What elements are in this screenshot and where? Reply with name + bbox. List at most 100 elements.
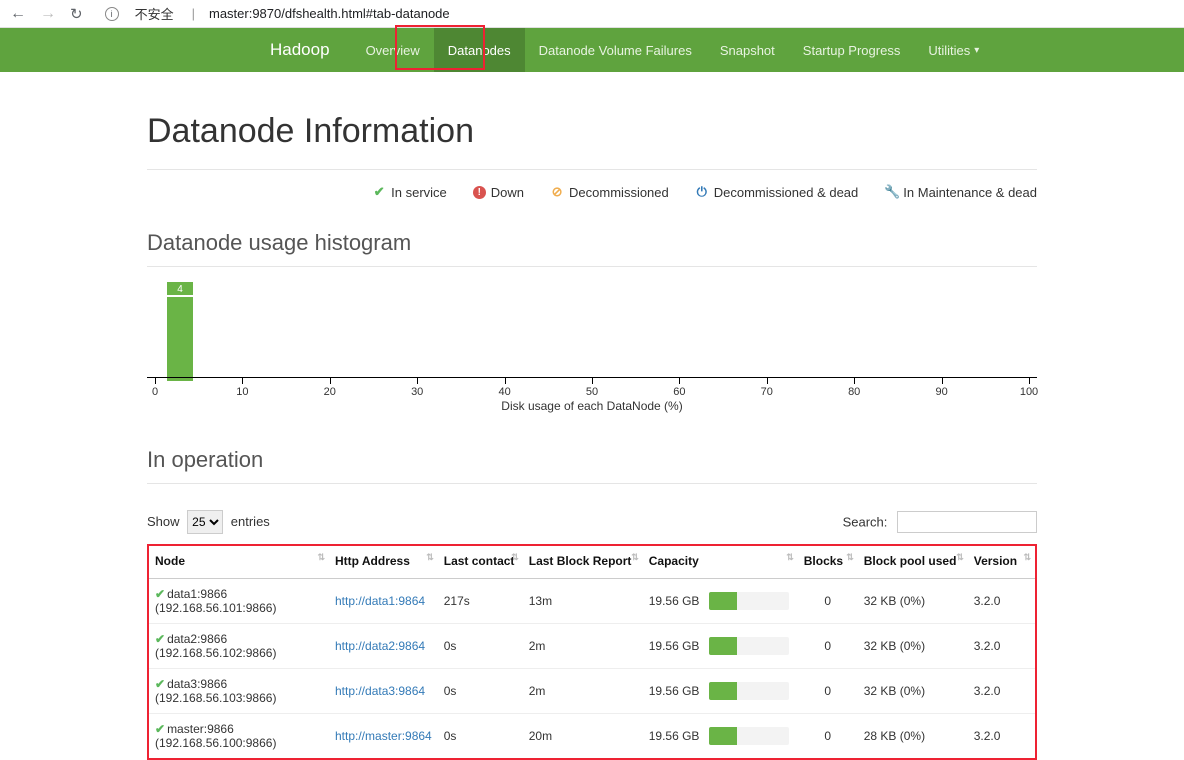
divider (147, 483, 1037, 484)
legend-down: !Down (473, 184, 524, 200)
cell-node: ✔data3:9866 (192.168.56.103:9866) (149, 669, 329, 714)
cell-http: http://master:9864 (329, 714, 438, 759)
x-axis-label: Disk usage of each DataNode (%) (147, 399, 1037, 413)
cell-version: 3.2.0 (968, 714, 1035, 759)
cell-capacity: 19.56 GB (643, 624, 798, 669)
cell-capacity: 19.56 GB (643, 579, 798, 624)
cell-capacity: 19.56 GB (643, 714, 798, 759)
cell-blocks: 0 (798, 669, 858, 714)
cell-last-report: 20m (523, 714, 643, 759)
table-controls: Show 25 entries Search: (147, 510, 1037, 534)
nav-overview[interactable]: Overview (352, 28, 434, 72)
browser-bar: ← → ↻ i 不安全 | master:9870/dfshealth.html… (0, 0, 1184, 28)
search-input[interactable] (897, 511, 1037, 533)
histogram-chart: 4 0102030405060708090100 Disk usage of e… (147, 283, 1037, 413)
cell-last-contact: 0s (438, 669, 523, 714)
http-link[interactable]: http://master:9864 (335, 729, 432, 743)
url-text: master:9870/dfshealth.html#tab-datanode (209, 6, 450, 21)
back-icon[interactable]: ← (10, 5, 26, 23)
cell-pool: 28 KB (0%) (858, 714, 968, 759)
http-link[interactable]: http://data3:9864 (335, 684, 425, 698)
show-label: Show (147, 514, 180, 529)
nav-utilities[interactable]: Utilities▾ (914, 28, 993, 72)
col-node[interactable]: Node⇅ (149, 546, 329, 579)
search-control: Search: (843, 511, 1037, 533)
cell-http: http://data3:9864 (329, 669, 438, 714)
cell-last-contact: 217s (438, 579, 523, 624)
decommissioned-icon: ⊘ (550, 184, 564, 200)
cell-last-report: 2m (523, 624, 643, 669)
histogram-bar (167, 297, 193, 381)
col-http[interactable]: Http Address⇅ (329, 546, 438, 579)
col-pool[interactable]: Block pool used⇅ (858, 546, 968, 579)
cell-last-report: 2m (523, 669, 643, 714)
page-title: Datanode Information (147, 112, 1037, 151)
cell-node: ✔master:9866 (192.168.56.100:9866) (149, 714, 329, 759)
check-icon: ✔ (155, 587, 165, 601)
nav-datanodes[interactable]: Datanodes (434, 28, 525, 72)
capacity-bar (709, 727, 789, 745)
cell-pool: 32 KB (0%) (858, 624, 968, 669)
capacity-bar (709, 682, 789, 700)
datanode-table-wrap: Node⇅ Http Address⇅ Last contact⇅ Last B… (147, 544, 1037, 760)
histogram-heading: Datanode usage histogram (147, 230, 1037, 256)
url-separator: | (192, 6, 195, 21)
capacity-bar (709, 592, 789, 610)
nav-startup-progress[interactable]: Startup Progress (789, 28, 915, 72)
col-capacity[interactable]: Capacity⇅ (643, 546, 798, 579)
nav-volume-failures[interactable]: Datanode Volume Failures (525, 28, 706, 72)
info-icon[interactable]: i (105, 7, 119, 21)
page-size-select[interactable]: 25 (187, 510, 223, 534)
check-icon: ✔ (372, 184, 386, 200)
datanode-table: Node⇅ Http Address⇅ Last contact⇅ Last B… (149, 546, 1035, 758)
legend-decommissioned-dead: ⏻Decommissioned & dead (695, 184, 859, 200)
col-version[interactable]: Version⇅ (968, 546, 1035, 579)
legend-maintenance-dead: 🔧In Maintenance & dead (884, 184, 1037, 200)
table-row: ✔master:9866 (192.168.56.100:9866) http:/… (149, 714, 1035, 759)
http-link[interactable]: http://data1:9864 (335, 594, 425, 608)
cell-last-contact: 0s (438, 714, 523, 759)
cell-blocks: 0 (798, 714, 858, 759)
cell-blocks: 0 (798, 579, 858, 624)
chevron-down-icon: ▾ (974, 45, 979, 56)
cell-capacity: 19.56 GB (643, 669, 798, 714)
http-link[interactable]: http://data2:9864 (335, 639, 425, 653)
table-row: ✔data1:9866 (192.168.56.101:9866) http://… (149, 579, 1035, 624)
x-axis: 0102030405060708090100 (147, 377, 1037, 383)
divider (147, 266, 1037, 267)
brand[interactable]: Hadoop (270, 40, 330, 60)
col-blocks[interactable]: Blocks⇅ (798, 546, 858, 579)
capacity-bar (709, 637, 789, 655)
cell-version: 3.2.0 (968, 669, 1035, 714)
cell-version: 3.2.0 (968, 579, 1035, 624)
divider (147, 169, 1037, 170)
main-container: Datanode Information ✔In service !Down ⊘… (147, 72, 1037, 760)
forward-icon[interactable]: → (40, 5, 56, 23)
operation-heading: In operation (147, 447, 1037, 473)
cell-pool: 32 KB (0%) (858, 579, 968, 624)
check-icon: ✔ (155, 722, 165, 736)
legend-in-service: ✔In service (372, 184, 447, 200)
navbar: Hadoop Overview Datanodes Datanode Volum… (0, 28, 1184, 72)
check-icon: ✔ (155, 677, 165, 691)
check-icon: ✔ (155, 632, 165, 646)
table-row: ✔data3:9866 (192.168.56.103:9866) http://… (149, 669, 1035, 714)
cell-version: 3.2.0 (968, 624, 1035, 669)
reload-icon[interactable]: ↻ (70, 5, 83, 23)
col-last-report[interactable]: Last Block Report⇅ (523, 546, 643, 579)
table-row: ✔data2:9866 (192.168.56.102:9866) http://… (149, 624, 1035, 669)
entries-label: entries (231, 514, 270, 529)
status-legend: ✔In service !Down ⊘Decommissioned ⏻Decom… (147, 184, 1037, 200)
cell-node: ✔data2:9866 (192.168.56.102:9866) (149, 624, 329, 669)
legend-decommissioned: ⊘Decommissioned (550, 184, 669, 200)
nav-snapshot[interactable]: Snapshot (706, 28, 789, 72)
cell-last-contact: 0s (438, 624, 523, 669)
search-label: Search: (843, 515, 888, 530)
col-last-contact[interactable]: Last contact⇅ (438, 546, 523, 579)
cell-pool: 32 KB (0%) (858, 669, 968, 714)
power-icon: ⏻ (695, 184, 709, 200)
cell-node: ✔data1:9866 (192.168.56.101:9866) (149, 579, 329, 624)
cell-blocks: 0 (798, 624, 858, 669)
cell-http: http://data2:9864 (329, 624, 438, 669)
down-icon: ! (473, 186, 486, 199)
